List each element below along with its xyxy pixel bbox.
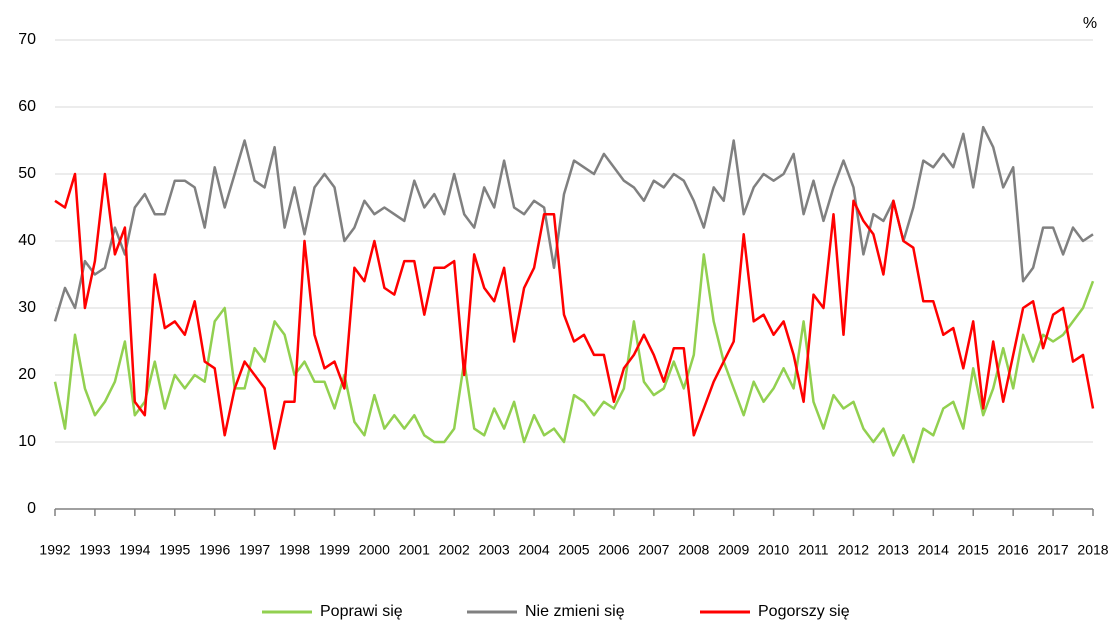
- legend-label: Nie zmieni się: [525, 603, 625, 620]
- y-axis-label: %: [1083, 15, 1097, 32]
- x-tick-label: 1993: [79, 542, 110, 558]
- y-tick-label: 40: [18, 232, 36, 249]
- x-tick-label: 2016: [998, 542, 1029, 558]
- x-tick-label: 1992: [39, 542, 70, 558]
- series-line: [53, 253, 1095, 464]
- x-tick-label: 1995: [159, 542, 190, 558]
- x-tick-label: 1998: [279, 542, 310, 558]
- x-tick-label: 2018: [1077, 542, 1108, 558]
- y-tick-label: 0: [27, 500, 36, 517]
- x-tick-label: 2015: [958, 542, 989, 558]
- x-tick-label: 2006: [598, 542, 629, 558]
- x-tick-label: 1999: [319, 542, 350, 558]
- x-tick-label: 1994: [119, 542, 150, 558]
- x-tick-label: 2011: [798, 542, 828, 558]
- x-tick-label: 2003: [479, 542, 510, 558]
- legend-label: Poprawi się: [320, 603, 403, 620]
- x-tick-label: 2002: [439, 542, 470, 558]
- x-tick-label: 2000: [359, 542, 390, 558]
- x-tick-label: 2014: [918, 542, 949, 558]
- x-tick-label: 2009: [718, 542, 749, 558]
- x-tick-label: 2012: [838, 542, 869, 558]
- x-tick-label: 2001: [399, 542, 430, 558]
- x-tick-label: 2007: [638, 542, 669, 558]
- x-tick-label: 2010: [758, 542, 789, 558]
- legend-label: Pogorszy się: [758, 603, 850, 620]
- x-tick-label: 2004: [518, 542, 549, 558]
- y-tick-label: 60: [18, 98, 36, 115]
- y-tick-label: 30: [18, 299, 36, 316]
- y-tick-label: 50: [18, 165, 36, 182]
- y-tick-label: 10: [18, 433, 36, 450]
- x-tick-label: 2008: [678, 542, 709, 558]
- x-tick-label: 2017: [1037, 542, 1068, 558]
- x-tick-label: 2013: [878, 542, 909, 558]
- series-line: [53, 125, 1094, 322]
- series-line: [54, 172, 1095, 450]
- y-tick-label: 70: [18, 31, 36, 48]
- y-tick-label: 20: [18, 366, 36, 383]
- x-tick-label: 1996: [199, 542, 230, 558]
- x-tick-label: 2005: [558, 542, 589, 558]
- x-tick-label: 1997: [239, 542, 270, 558]
